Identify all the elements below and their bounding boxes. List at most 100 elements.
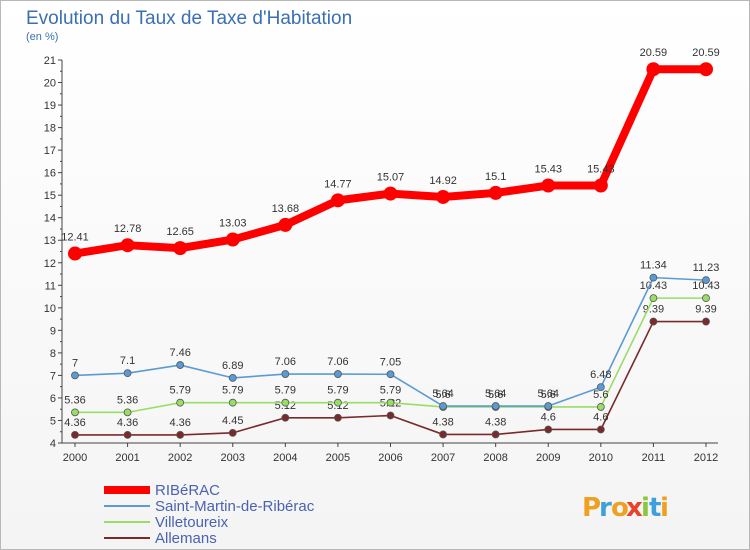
- data-point: [596, 383, 605, 392]
- data-label: 4.38: [432, 416, 453, 428]
- data-point: [281, 398, 290, 407]
- data-label: 5.79: [380, 385, 401, 397]
- data-label: 7.06: [327, 356, 348, 368]
- data-label: 15.43: [587, 163, 615, 175]
- data-point: [330, 193, 345, 208]
- data-label: 4.36: [169, 417, 190, 429]
- data-label: 5.79: [222, 385, 243, 397]
- data-label: 6.48: [590, 369, 611, 381]
- y-tick-label: 21: [44, 55, 56, 67]
- legend-label: RIBéRAC: [155, 482, 220, 499]
- data-label: 9.39: [695, 304, 716, 316]
- data-label: 7.46: [169, 347, 190, 359]
- data-point: [281, 370, 290, 378]
- data-label: 20.59: [640, 47, 668, 59]
- series-1: 7 7.1 7.46 6.89 7.06 7.06 7.05 5.64 5.64 5.64 6.48…: [71, 260, 720, 410]
- data-label: 5.6: [593, 389, 608, 401]
- data-point: [176, 398, 185, 407]
- data-label: 9.39: [643, 304, 664, 316]
- data-point: [488, 185, 503, 200]
- x-tick-label: 2006: [378, 452, 402, 464]
- data-point: [544, 402, 553, 410]
- x-tick-label: 2012: [694, 452, 718, 464]
- y-tick-label: 11: [45, 280, 56, 292]
- data-label: 15.1: [485, 171, 506, 183]
- data-label: 7: [72, 357, 78, 369]
- data-label: 5.79: [327, 385, 348, 397]
- chart-title: Evolution du Taux de Taxe d'Habitation: [26, 8, 352, 29]
- series-layer: 4.364.364.364.455.125.125.224.384.384.64…: [61, 47, 720, 439]
- data-point: [176, 361, 185, 369]
- data-point: [71, 371, 79, 380]
- x-tick-label: 2002: [168, 452, 192, 464]
- y-tick-label: 6: [50, 393, 56, 405]
- data-label: 4.38: [485, 416, 506, 428]
- data-point: [436, 189, 451, 204]
- data-point: [123, 408, 132, 417]
- data-point: [383, 186, 398, 201]
- legend-label: Villetoureix: [155, 514, 229, 531]
- data-point: [649, 317, 658, 326]
- data-label: 10.43: [692, 280, 720, 292]
- y-tick-label: 5: [50, 415, 56, 427]
- data-label: 7.06: [275, 356, 296, 368]
- logo-letter: x: [626, 493, 643, 523]
- data-point: [702, 317, 710, 326]
- data-point: [120, 238, 135, 253]
- data-label: 13.03: [219, 218, 247, 230]
- data-point: [702, 276, 710, 285]
- logo-letter: o: [611, 493, 629, 523]
- x-tick-label: 2000: [63, 452, 87, 464]
- data-label: 14.92: [429, 175, 457, 187]
- x-tick-label: 2007: [431, 452, 455, 464]
- data-point: [228, 398, 237, 407]
- data-point: [386, 411, 395, 420]
- data-point: [334, 370, 342, 378]
- data-point: [176, 430, 185, 439]
- logo-letter: t: [649, 493, 661, 523]
- logo-letter: r: [599, 493, 612, 523]
- data-label: 5.6: [488, 389, 503, 401]
- data-point: [123, 430, 132, 439]
- data-label: 5.64: [485, 388, 506, 400]
- data-point: [649, 294, 658, 303]
- data-label: 7.05: [380, 356, 401, 368]
- y-tick-label: 18: [44, 123, 56, 135]
- data-point: [544, 425, 553, 434]
- data-label: 15.07: [377, 172, 405, 184]
- data-label: 4.6: [541, 411, 556, 423]
- data-point: [541, 178, 556, 193]
- chart-subtitle: (en %): [26, 31, 58, 43]
- data-point: [593, 178, 608, 193]
- data-label: 4.45: [222, 415, 243, 427]
- x-tick-label: 2004: [273, 452, 297, 464]
- data-label: 5.6: [541, 389, 556, 401]
- logo-letter: P: [582, 493, 601, 523]
- y-tick-label: 17: [44, 145, 56, 157]
- data-point: [228, 373, 237, 382]
- data-label: 11.23: [693, 262, 720, 274]
- data-label: 13.68: [272, 203, 300, 215]
- y-tick-label: 19: [44, 100, 56, 112]
- data-label: 4.6: [593, 411, 608, 423]
- x-tick-label: 2009: [536, 452, 560, 464]
- data-label: 7.1: [120, 355, 135, 367]
- data-label: 12.65: [166, 226, 194, 238]
- y-tick-label: 16: [44, 168, 56, 180]
- data-point: [281, 413, 290, 422]
- data-label: 20.59: [692, 47, 720, 59]
- data-point: [491, 430, 500, 439]
- y-tick-label: 4: [50, 438, 56, 450]
- axes: 4 5 6 7 8 9 10 11 12 13 14 15 16 17 18 19 20 21 2000 2001 20…: [44, 55, 718, 464]
- y-tick-label: 8: [50, 348, 56, 360]
- proxiti-logo: Pr oxi ti: [582, 493, 669, 523]
- x-tick-label: 2001: [115, 452, 139, 464]
- data-point: [596, 425, 605, 434]
- x-tick-label: 2011: [642, 452, 666, 464]
- data-point: [71, 408, 79, 417]
- data-label: 5.79: [275, 385, 296, 397]
- x-tick-label: 2010: [589, 452, 613, 464]
- data-point: [334, 398, 342, 407]
- y-tick-label: 14: [44, 213, 56, 225]
